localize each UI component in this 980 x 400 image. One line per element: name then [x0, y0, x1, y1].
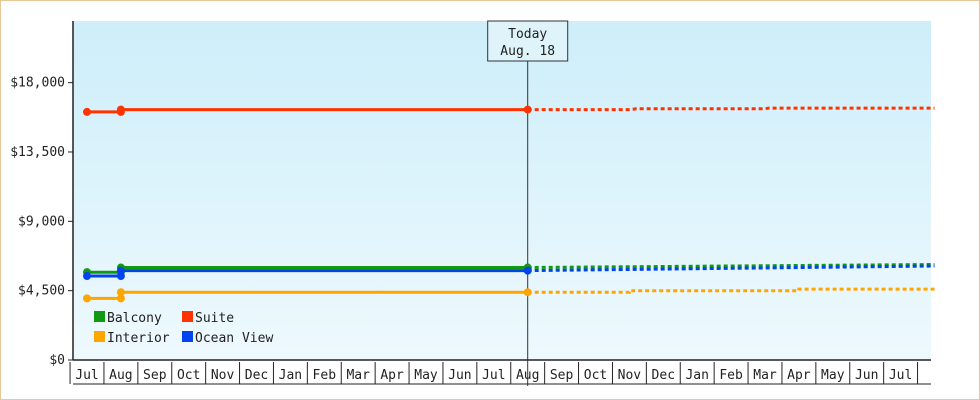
- legend-label-balcony: Balcony: [107, 311, 162, 326]
- legend-label-ocean-view: Ocean View: [195, 331, 273, 346]
- y-tick-label: $9,000: [18, 214, 65, 229]
- series-forecast-balcony: [527, 263, 935, 269]
- legend-swatch-ocean-view: [182, 331, 193, 342]
- x-tick-label: Aug: [516, 368, 539, 383]
- data-point-ocean-view: [523, 266, 532, 275]
- x-tick-label: Jan: [685, 368, 708, 383]
- x-tick-label: Sep: [550, 368, 574, 383]
- legend-swatch-balcony: [94, 311, 105, 322]
- today-label: Today: [508, 27, 547, 42]
- y-tick-label: $4,500: [18, 284, 65, 299]
- data-point-ocean-view: [116, 266, 125, 275]
- legend-label-suite: Suite: [195, 311, 234, 326]
- data-point-interior: [83, 294, 91, 303]
- series-forecast-suite: [527, 106, 935, 112]
- data-point-suite: [523, 105, 532, 114]
- x-tick-label: Mar: [753, 368, 777, 383]
- plot-background: [73, 21, 931, 360]
- x-tick-label: Jan: [279, 368, 302, 383]
- data-point-ocean-view: [83, 272, 91, 281]
- x-tick-label: Oct: [177, 368, 200, 383]
- x-tick-label: May: [414, 368, 438, 383]
- x-tick-label: Jul: [889, 368, 912, 383]
- data-point-suite: [83, 107, 91, 116]
- x-tick-label: Nov: [618, 368, 642, 383]
- legend-swatch-suite: [182, 311, 193, 322]
- x-tick-label: Dec: [652, 368, 675, 383]
- y-tick-label: $0: [49, 353, 65, 368]
- series-forecast-interior: [527, 287, 935, 294]
- data-point-interior: [116, 294, 125, 303]
- x-tick-label: Feb: [313, 368, 337, 383]
- x-tick-label: Apr: [787, 368, 811, 383]
- series-forecast-ocean-view: [527, 264, 935, 273]
- legend-label-interior: Interior: [107, 331, 170, 346]
- y-tick-label: $13,500: [10, 145, 65, 160]
- y-tick-label: $18,000: [10, 76, 65, 91]
- x-tick-label: Mar: [346, 368, 370, 383]
- x-tick-label: Aug: [109, 368, 132, 383]
- today-box: [487, 20, 569, 62]
- x-tick-label: Apr: [380, 368, 404, 383]
- data-point-suite: [116, 105, 125, 114]
- today-date-label: Aug. 18: [500, 44, 555, 59]
- x-tick-label: Nov: [211, 368, 235, 383]
- x-tick-label: Dec: [245, 368, 268, 383]
- x-tick-label: Jun: [448, 368, 471, 383]
- x-tick-label: May: [821, 368, 845, 383]
- legend-swatch-interior: [94, 331, 105, 342]
- x-tick-label: Jun: [855, 368, 878, 383]
- x-tick-label: Jul: [482, 368, 505, 383]
- data-point-interior: [116, 288, 125, 297]
- x-tick-label: Jul: [75, 368, 98, 383]
- x-tick-label: Sep: [143, 368, 167, 383]
- x-tick-label: Oct: [584, 368, 607, 383]
- x-tick-label: Feb: [719, 368, 743, 383]
- data-point-interior: [523, 288, 532, 297]
